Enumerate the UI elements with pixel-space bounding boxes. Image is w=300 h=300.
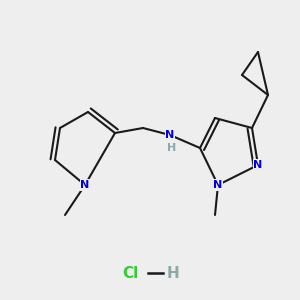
Text: N: N (165, 130, 175, 140)
Text: H: H (167, 266, 179, 280)
Text: N: N (80, 180, 90, 190)
Text: N: N (254, 160, 262, 170)
Text: H: H (167, 143, 177, 153)
Text: Cl: Cl (122, 266, 138, 280)
Text: N: N (213, 180, 223, 190)
